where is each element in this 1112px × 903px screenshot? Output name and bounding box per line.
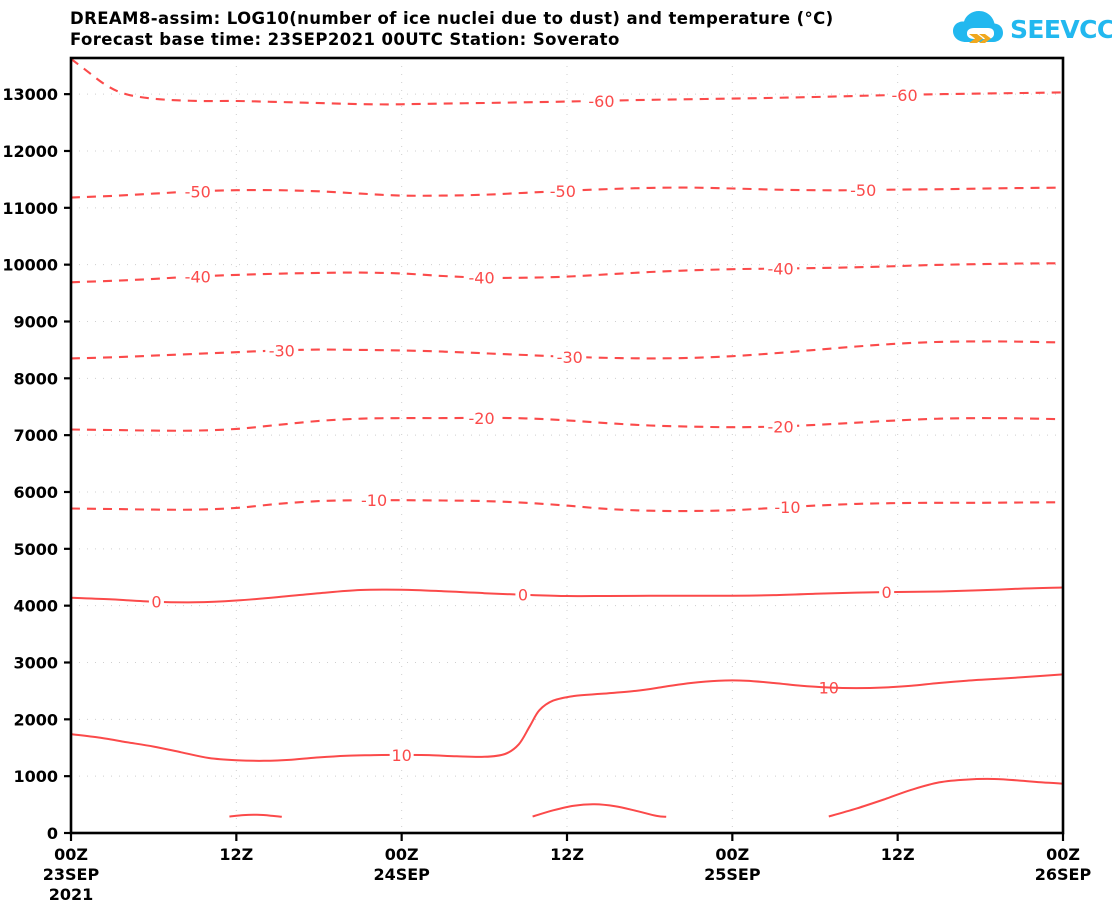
x-axis-tick-label: 12Z	[550, 845, 584, 864]
temperature-contours	[70, 58, 1064, 818]
x-axis-tick-label: 23SEP	[43, 865, 100, 884]
y-axis-tick-label: 9000	[13, 312, 58, 331]
contour-value-label: 10	[391, 746, 411, 765]
x-axis-tick-label: 00Z	[715, 845, 749, 864]
contour-label-backdrop	[148, 591, 164, 612]
contour-value-label: -50	[550, 182, 576, 201]
contour-value-label: 0	[518, 586, 528, 605]
contour-label-backdrop	[181, 181, 215, 202]
x-axis-tick-label: 12Z	[881, 845, 915, 864]
contour-label-backdrop	[515, 584, 531, 605]
contour-label-backdrop	[465, 267, 499, 288]
x-axis-tick-label: 24SEP	[373, 865, 430, 884]
contour-label-backdrop	[764, 258, 798, 279]
contour-line	[70, 673, 1064, 762]
contour-value-label: 0	[151, 593, 161, 612]
contour-value-label: -50	[850, 181, 876, 200]
y-axis-tick-label: 2000	[13, 710, 58, 729]
y-axis-tick-label: 8000	[13, 369, 58, 388]
contour-value-label: -10	[361, 491, 387, 510]
contour-labels: -60 -60 -50 -50 -50 -40 -40 -40 -30 -30 -20 -20 -10 -…	[151, 86, 917, 765]
y-axis-tick-label: 0	[47, 824, 58, 843]
y-axis-tick-label: 11000	[2, 199, 58, 218]
contour-label-backdrop	[546, 180, 580, 201]
contour-value-label: -60	[891, 86, 917, 105]
contour-label-backdrop	[465, 407, 499, 428]
x-axis-tick-label: 00Z	[54, 845, 88, 864]
y-axis-tick-label: 10000	[2, 256, 58, 275]
contour-label-backdrop	[553, 346, 587, 367]
contour-line	[828, 777, 1064, 818]
seevccc-logo: SEEVCCC	[952, 8, 1112, 50]
contour-label-backdrop	[846, 180, 880, 201]
contour-label-backdrop	[584, 90, 618, 111]
contour-line	[70, 586, 1064, 604]
y-axis-tick-label: 3000	[13, 653, 58, 672]
contour-line	[229, 813, 282, 818]
contour-value-label: -40	[767, 260, 793, 279]
contour-value-label: -10	[774, 498, 800, 517]
y-axis-tick-label: 7000	[13, 426, 58, 445]
gridlines	[71, 58, 1063, 833]
y-axis-tick-label: 6000	[13, 483, 58, 502]
y-axis-tick-label: 13000	[2, 85, 58, 104]
contour-value-label: -40	[469, 269, 495, 288]
x-axis-tick-label: 26SEP	[1035, 865, 1092, 884]
contour-value-label: 10	[819, 679, 839, 698]
y-axis-tick-label: 5000	[13, 540, 58, 559]
contour-value-label: 0	[882, 583, 892, 602]
contour-value-label: -20	[767, 417, 793, 436]
x-axis-tick-label: 00Z	[1046, 845, 1080, 864]
x-axis-tick-label: 00Z	[385, 845, 419, 864]
cloud-with-arrow-icon	[953, 11, 1003, 43]
chart-header: DREAM8-assim: LOG10(number of ice nuclei…	[70, 8, 950, 50]
contour-line	[70, 416, 1064, 432]
x-axis-tick-label: 2021	[49, 885, 94, 903]
x-axis-tick-label: 25SEP	[704, 865, 761, 884]
y-axis-tick-label: 12000	[2, 142, 58, 161]
y-axis-ticks: 0 1000 2000 3000 4000 5000 6000 7000 8000 9000 100…	[2, 85, 71, 843]
contour-label-backdrop	[389, 744, 414, 765]
contour-label-backdrop	[879, 582, 895, 603]
contour-value-label: -50	[185, 182, 211, 201]
contour-label-backdrop	[265, 340, 299, 361]
contour-label-backdrop	[181, 266, 215, 287]
contour-value-label: -60	[588, 92, 614, 111]
x-axis-tick-label: 12Z	[219, 845, 253, 864]
contour-label-backdrop	[888, 84, 922, 105]
chart-title-line-2: Forecast base time: 23SEP2021 00UTC Stat…	[70, 30, 620, 49]
y-axis-tick-label: 4000	[13, 597, 58, 616]
contour-value-label: -20	[469, 409, 495, 428]
contour-value-label: -40	[185, 267, 211, 286]
contour-label-backdrop	[770, 497, 804, 518]
contour-line	[70, 499, 1064, 513]
y-axis-tick-label: 1000	[13, 767, 58, 786]
contour-label-backdrop	[764, 416, 798, 437]
contour-value-label: -30	[269, 341, 295, 360]
logo-wordmark: SEEVCCC	[1010, 14, 1112, 44]
contour-line	[70, 262, 1064, 284]
contour-value-label: -30	[557, 348, 583, 367]
contour-label-backdrop	[357, 490, 391, 511]
plot-border	[69, 56, 1065, 835]
plot-frame	[69, 56, 1065, 835]
contour-line	[532, 803, 667, 818]
chart-title-line-1: DREAM8-assim: LOG10(number of ice nuclei…	[70, 9, 834, 28]
contour-line	[70, 58, 1064, 106]
